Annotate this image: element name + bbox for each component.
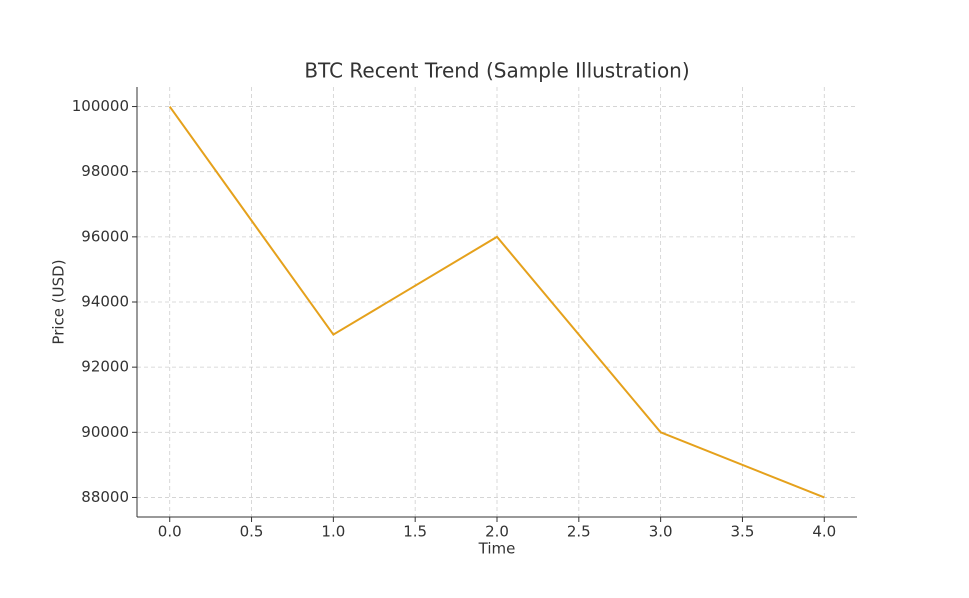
x-tick-label: 1.0 (321, 523, 345, 541)
x-tick-label: 0.0 (158, 523, 182, 541)
x-tick-label: 3.0 (649, 523, 673, 541)
chart-title: BTC Recent Trend (Sample Illustration) (304, 59, 689, 83)
y-tick-label: 100000 (72, 97, 129, 115)
y-tick-label: 98000 (81, 162, 129, 180)
x-tick-label: 2.0 (485, 523, 509, 541)
line (168, 105, 825, 499)
y-tick-label: 90000 (81, 423, 129, 441)
y-tick-label: 96000 (81, 227, 129, 245)
x-tick-label: 2.5 (567, 523, 591, 541)
x-tick-label: 1.5 (403, 523, 427, 541)
x-tick-label: 4.0 (812, 523, 836, 541)
x-tick-label: 3.5 (731, 523, 755, 541)
y-axis-label: Price (USD) (50, 259, 68, 344)
y-tick-label: 92000 (81, 358, 129, 376)
x-axis-label: Time (478, 540, 516, 558)
x-tick-label: 0.5 (240, 523, 264, 541)
y-tick-label: 88000 (81, 488, 129, 506)
y-tick-label: 94000 (81, 293, 129, 311)
